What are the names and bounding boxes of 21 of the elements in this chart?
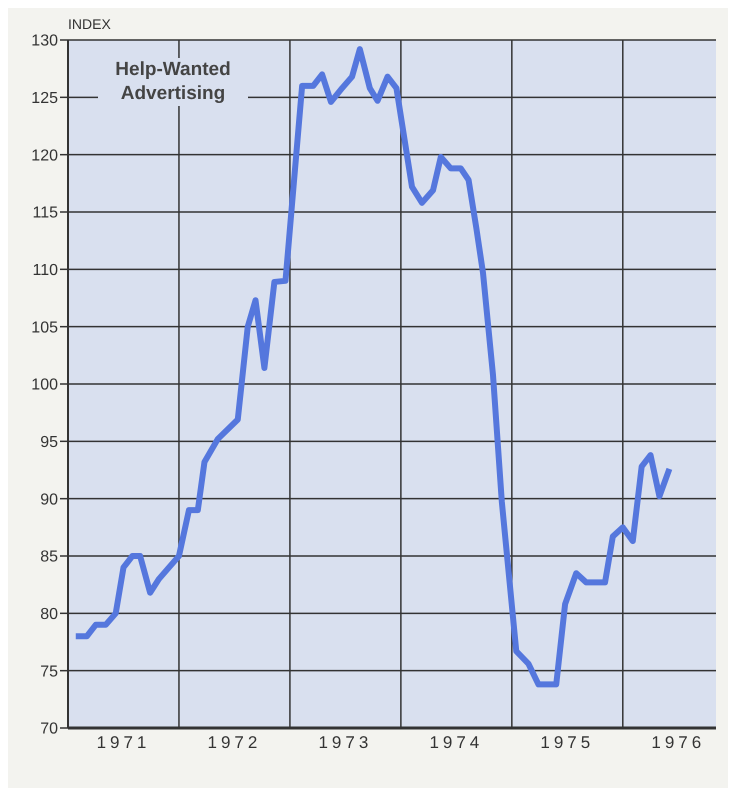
x-tick-label: 1973 [318, 733, 372, 752]
x-tick-label: 1976 [651, 733, 706, 752]
y-tick-label: 75 [40, 663, 58, 680]
y-tick-label: 70 [40, 720, 58, 738]
y-axis-title: INDEX [68, 16, 111, 32]
y-tick-label: 95 [40, 434, 58, 452]
y-tick-label: 125 [31, 90, 58, 108]
y-tick-label: 105 [31, 319, 58, 336]
y-tick-label: 100 [31, 376, 58, 394]
text: Help-Wanted Advertising [98, 58, 248, 106]
y-tick-label: 130 [31, 32, 58, 50]
x-tick-label: 1971 [96, 733, 150, 752]
y-tick-label: 80 [40, 606, 58, 624]
y-tick-label: 120 [31, 147, 58, 164]
x-tick-label: 1972 [208, 733, 262, 752]
y-tick-label: 110 [32, 262, 58, 280]
y-tick-label: 85 [40, 548, 58, 566]
y-tick-label: 115 [32, 204, 58, 222]
x-tick-label: 1974 [429, 733, 484, 752]
y-tick-label: 90 [40, 491, 58, 508]
x-tick-label: 1975 [540, 733, 594, 752]
